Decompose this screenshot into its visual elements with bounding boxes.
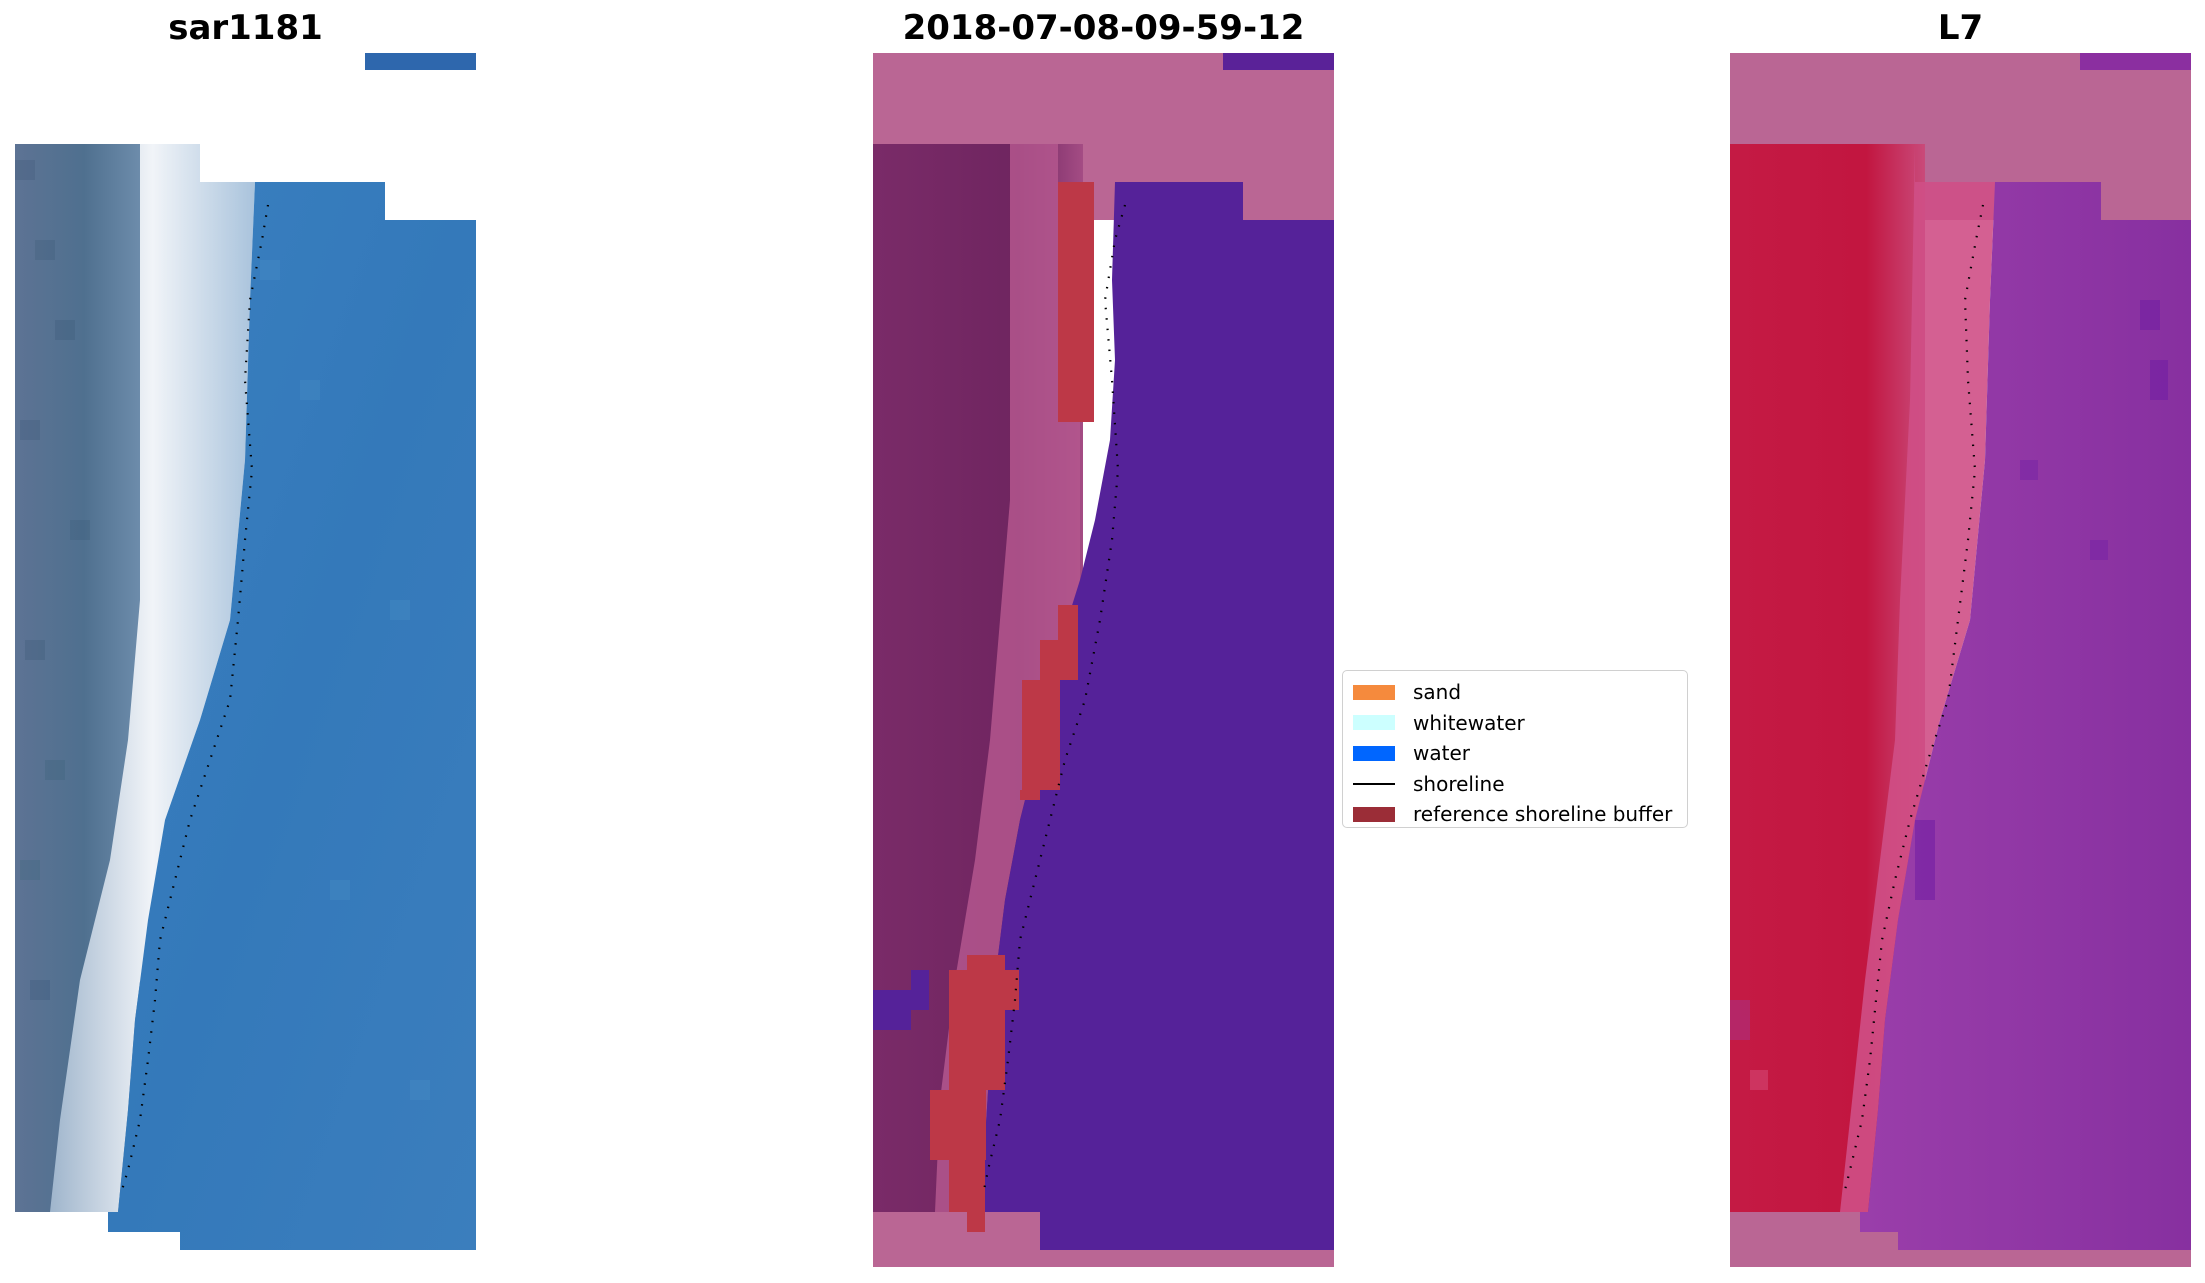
class-nodata-top-strip	[1223, 53, 1334, 70]
legend-swatch-sand	[1353, 684, 1395, 700]
legend-item-whitewater: whitewater	[1353, 708, 1677, 739]
panel-title-left: sar1181	[168, 8, 323, 48]
rgb-image-panel	[15, 53, 476, 1250]
rgb-texture	[15, 160, 430, 1100]
panel-title-middle: 2018-07-08-09-59-12	[902, 8, 1305, 48]
rgb-whitewater	[50, 144, 255, 1212]
l7-water	[1860, 182, 2191, 1250]
legend-line-shoreline	[1353, 782, 1395, 785]
legend-item-sand: sand	[1353, 677, 1677, 708]
legend-label-shoreline: shoreline	[1413, 771, 1505, 796]
classification-panel	[873, 53, 1334, 1267]
legend-swatch-reference-buffer	[1353, 806, 1395, 822]
legend-swatch-whitewater	[1353, 715, 1395, 731]
legend-swatch-water	[1353, 745, 1395, 761]
legend: sand whitewater water shoreline referenc…	[1342, 670, 1688, 828]
legend-label-sand: sand	[1413, 680, 1462, 705]
panel-title-right: L7	[1937, 8, 1984, 48]
l7-nodata-top-strip	[2080, 53, 2191, 70]
legend-item-water: water	[1353, 738, 1677, 769]
class-water	[985, 182, 1334, 1250]
class-water-left-patch-2	[911, 970, 929, 1010]
class-water-left-patch	[873, 990, 911, 1030]
legend-label-reference-buffer: reference shoreline buffer	[1413, 802, 1673, 827]
legend-item-reference-buffer: reference shoreline buffer	[1353, 799, 1677, 830]
class-transition	[935, 144, 1080, 1212]
l7-panel	[1730, 53, 2191, 1267]
legend-label-whitewater: whitewater	[1413, 710, 1525, 735]
legend-label-water: water	[1413, 741, 1470, 766]
rgb-top-strip	[365, 53, 476, 70]
l7-transition	[1840, 144, 1995, 1212]
legend-item-shoreline: shoreline	[1353, 769, 1677, 800]
class-buffer	[930, 182, 1094, 1232]
rgb-water	[108, 182, 476, 1250]
l7-texture	[1730, 300, 2168, 1090]
